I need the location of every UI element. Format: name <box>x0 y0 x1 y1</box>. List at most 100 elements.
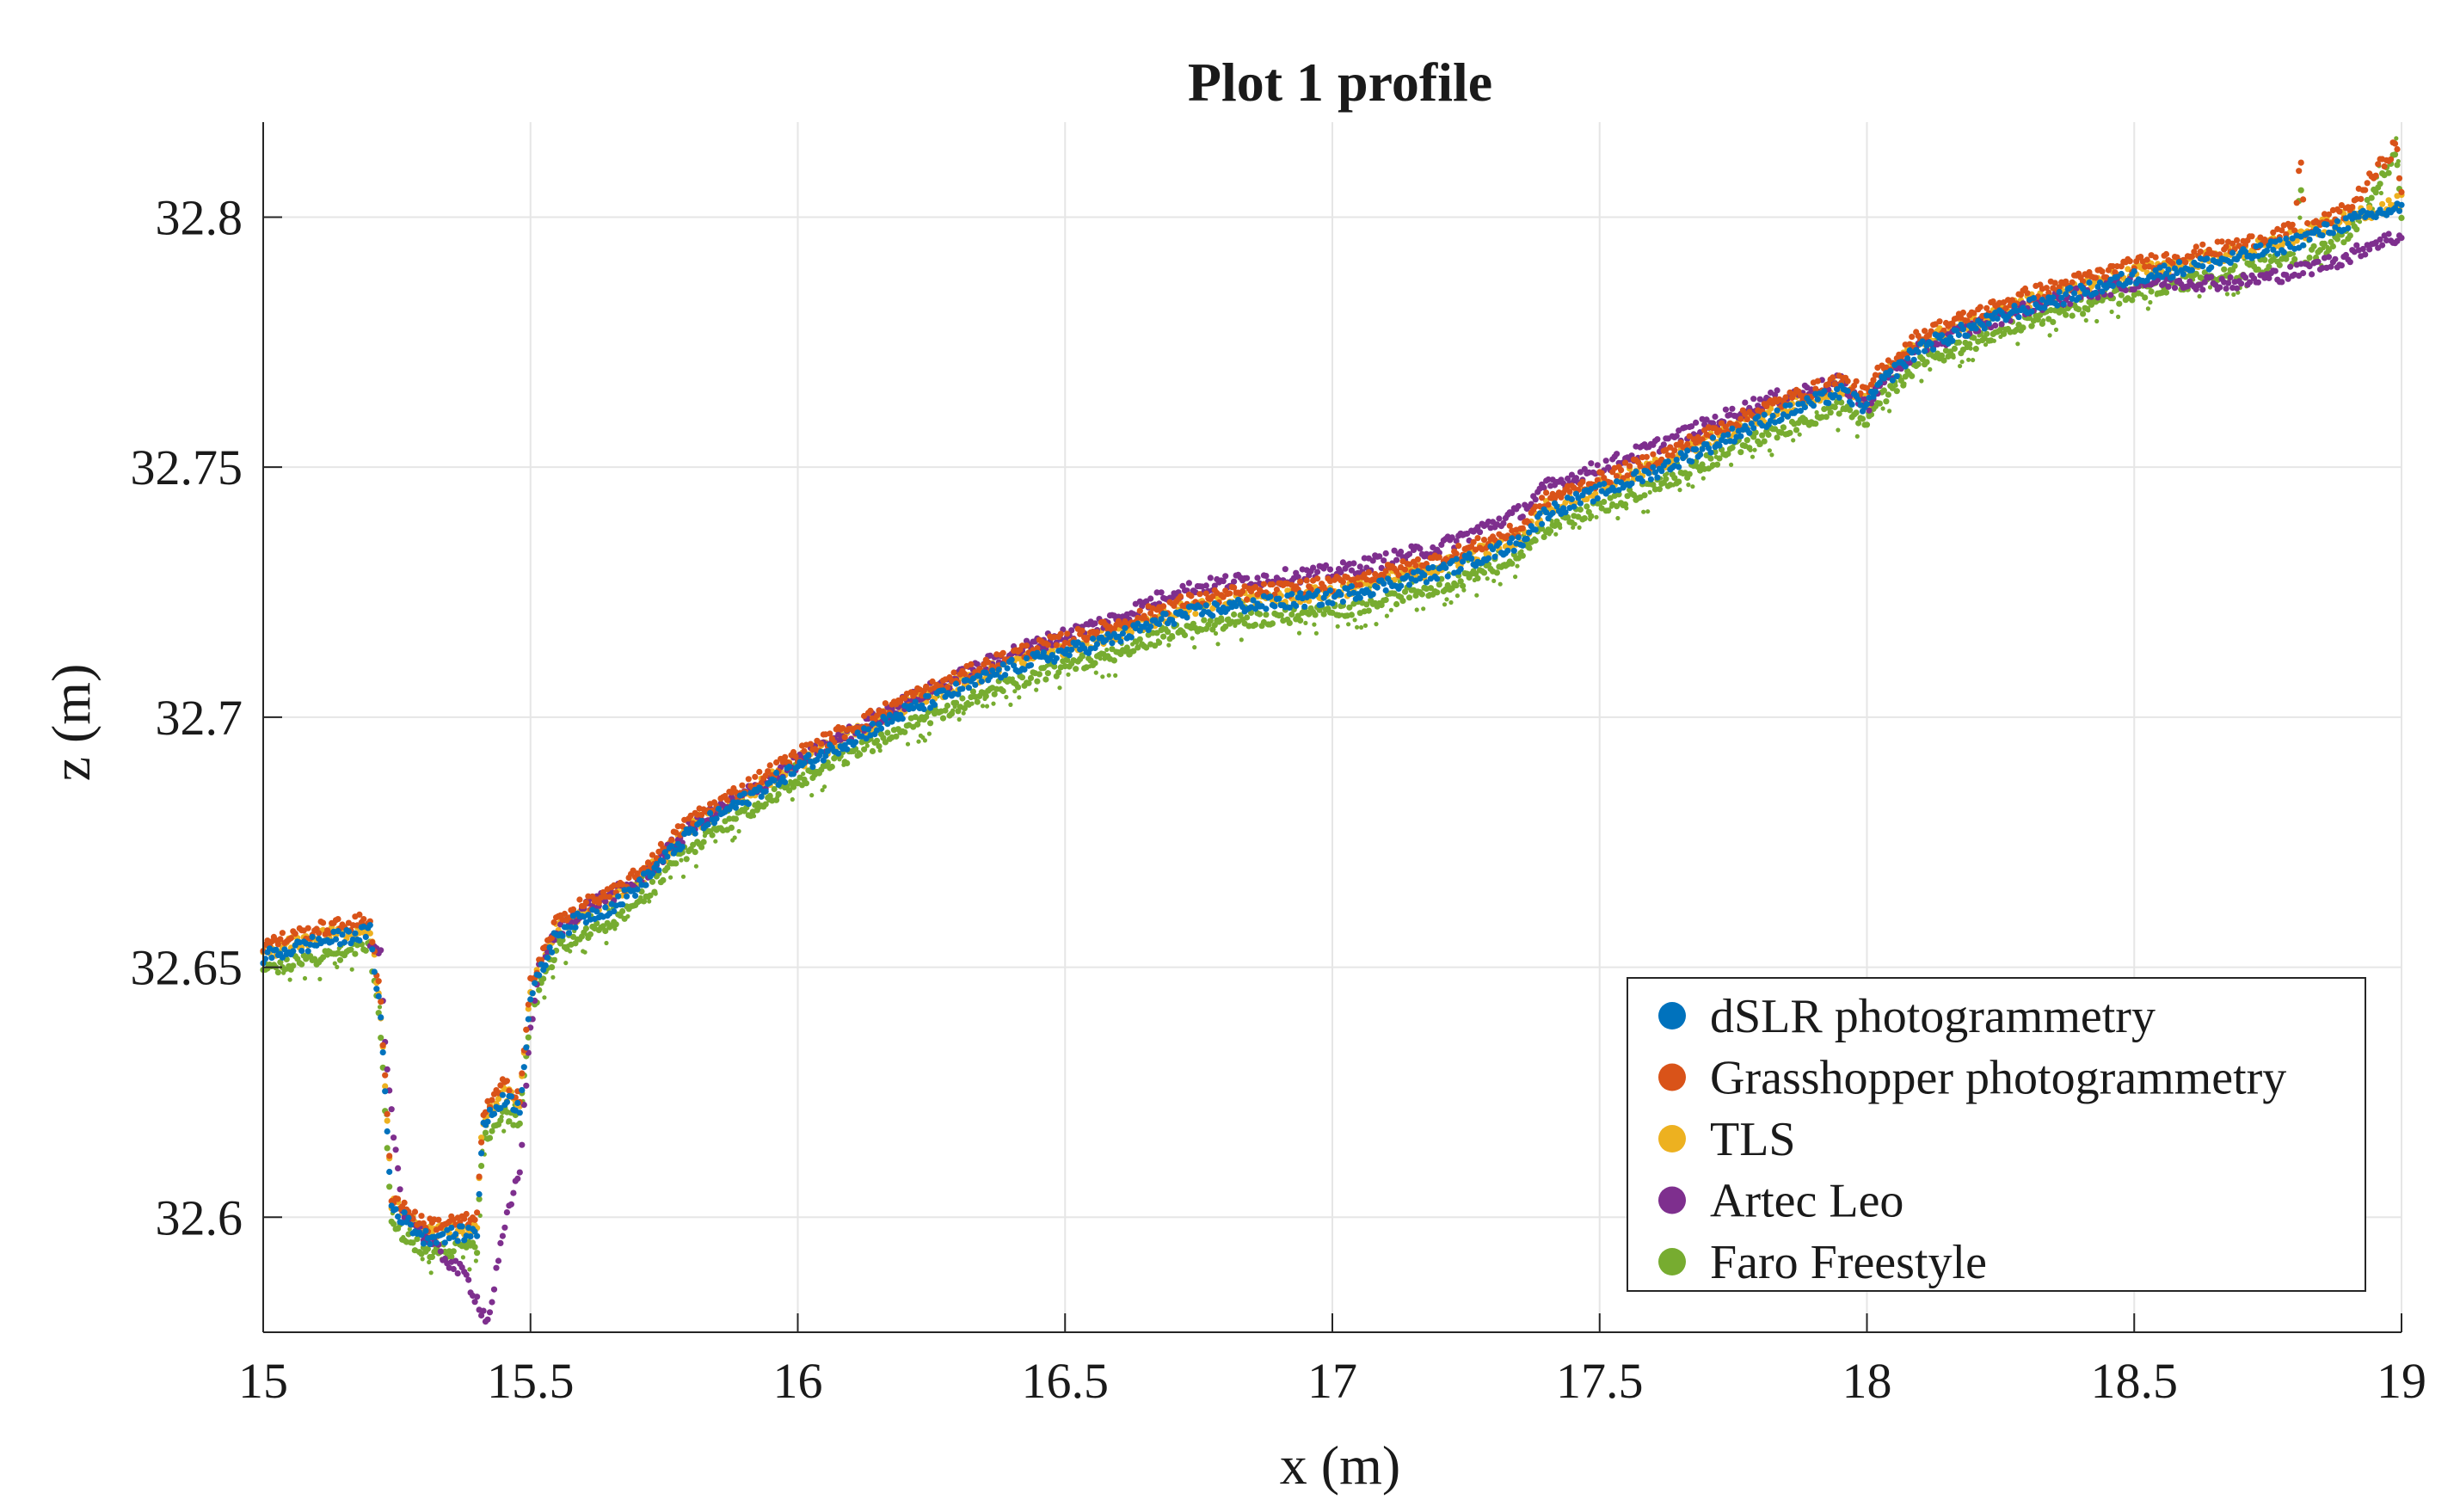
data-point <box>1147 595 1154 602</box>
data-point <box>1015 684 1022 691</box>
data-point <box>1231 611 1238 618</box>
data-point <box>1113 673 1118 679</box>
data-point <box>1579 478 1586 485</box>
data-point <box>1092 660 1098 667</box>
data-point <box>388 1106 395 1113</box>
data-point <box>1093 670 1098 675</box>
data-point <box>395 1195 402 1202</box>
data-point <box>1966 341 1973 347</box>
data-point <box>1500 519 1507 527</box>
data-point <box>2346 259 2353 266</box>
data-point <box>1453 538 1460 544</box>
data-point <box>1384 613 1389 618</box>
data-point <box>1405 594 1413 601</box>
data-point <box>595 900 602 907</box>
data-point <box>549 964 556 971</box>
data-point <box>427 1259 432 1265</box>
data-point <box>1348 567 1355 574</box>
data-point <box>984 704 990 709</box>
data-point <box>501 1224 508 1231</box>
data-point <box>503 1209 511 1216</box>
data-point <box>602 904 609 911</box>
data-point <box>1004 694 1009 700</box>
data-point <box>1297 578 1304 585</box>
data-point <box>1923 359 1930 366</box>
data-point <box>1421 606 1426 612</box>
data-point <box>884 729 891 736</box>
data-point <box>993 671 1000 678</box>
data-point <box>1825 381 1832 388</box>
data-point <box>698 844 705 851</box>
data-point <box>1418 591 1425 598</box>
data-point <box>1645 509 1651 514</box>
data-point <box>1476 529 1484 536</box>
data-point <box>1053 642 1060 648</box>
data-point <box>1160 603 1167 610</box>
data-point <box>1541 533 1547 541</box>
data-point <box>1712 413 1719 421</box>
data-point <box>1207 575 1214 581</box>
data-point <box>473 1258 479 1263</box>
data-point <box>1485 555 1492 562</box>
data-point <box>1002 672 1009 679</box>
data-point <box>1090 636 1097 642</box>
data-point <box>1312 622 1317 627</box>
data-point <box>2201 279 2208 286</box>
data-point <box>1553 532 1559 537</box>
data-point <box>2047 333 2052 338</box>
data-point <box>2067 300 2074 307</box>
data-point <box>2171 285 2179 292</box>
data-point <box>1718 420 1725 427</box>
data-point <box>649 878 656 885</box>
data-point <box>1102 636 1110 644</box>
data-point <box>2248 233 2255 240</box>
data-point <box>1329 599 1336 607</box>
data-point <box>707 809 714 817</box>
data-point <box>1455 543 1462 550</box>
data-point <box>379 1042 386 1048</box>
data-point <box>1401 566 1409 573</box>
data-point <box>1374 584 1381 591</box>
data-point <box>1404 572 1411 580</box>
data-point <box>1356 594 1363 601</box>
data-point <box>1630 492 1638 499</box>
data-point <box>1355 624 1360 630</box>
data-point <box>1883 398 1890 405</box>
data-point <box>1584 503 1590 510</box>
data-point <box>2394 145 2401 153</box>
data-point <box>619 907 626 915</box>
data-point <box>1847 407 1854 414</box>
data-point <box>1034 645 1041 652</box>
data-point <box>2379 200 2386 207</box>
data-point <box>1098 656 1103 661</box>
data-point <box>824 747 831 754</box>
data-point <box>2199 241 2206 248</box>
data-point <box>1171 635 1176 640</box>
data-point <box>582 950 587 955</box>
data-point <box>1880 387 1887 394</box>
data-point <box>1267 593 1274 600</box>
data-point <box>1399 598 1406 605</box>
data-point <box>2192 270 2199 277</box>
data-point <box>732 804 740 811</box>
data-point <box>1885 391 1891 398</box>
data-point <box>1532 537 1539 544</box>
data-point <box>1117 638 1124 645</box>
data-point <box>2094 318 2100 324</box>
data-point <box>1196 604 1203 611</box>
data-point <box>647 892 654 899</box>
data-point <box>1202 602 1209 609</box>
data-point <box>1051 663 1058 670</box>
data-point <box>956 716 962 722</box>
data-point <box>1057 685 1062 691</box>
data-point <box>1769 452 1774 458</box>
data-point <box>1130 648 1137 655</box>
data-point <box>1128 634 1135 641</box>
data-point <box>1143 644 1150 651</box>
data-point <box>1326 587 1334 594</box>
data-point <box>1641 492 1648 499</box>
data-point <box>655 867 662 874</box>
data-point <box>1513 575 1518 580</box>
data-point <box>942 707 949 714</box>
data-point <box>1049 652 1055 659</box>
